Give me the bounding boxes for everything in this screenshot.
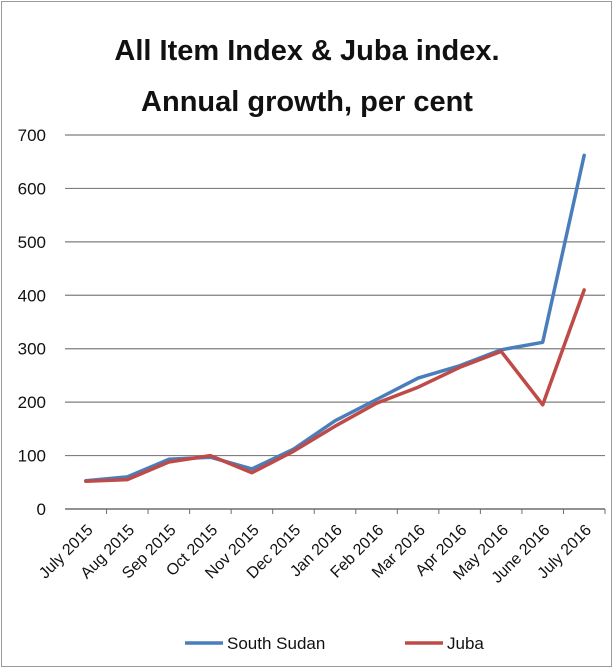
gridlines	[65, 134, 605, 510]
legend-label-south-sudan: South Sudan	[227, 634, 325, 653]
series-lines	[84, 153, 586, 483]
y-tick-label: 0	[37, 500, 46, 519]
legend-label-juba: Juba	[447, 634, 484, 653]
chart-title-line-1: All Item Index & Juba index.	[114, 35, 499, 67]
y-tick-label: 100	[18, 447, 46, 466]
y-axis-ticks: 0 100 200 300 400 500 600 700	[18, 126, 46, 519]
series-line-south-sudan	[84, 153, 586, 483]
y-tick-label: 700	[18, 126, 46, 145]
y-tick-label: 500	[18, 233, 46, 252]
series-line-juba	[84, 288, 586, 483]
y-tick-label: 600	[18, 179, 46, 198]
y-tick-label: 200	[18, 393, 46, 412]
y-tick-label: 400	[18, 286, 46, 305]
chart-title-line-2: Annual growth, per cent	[141, 86, 473, 118]
y-tick-label: 300	[18, 340, 46, 359]
legend: South Sudan Juba	[185, 634, 484, 653]
